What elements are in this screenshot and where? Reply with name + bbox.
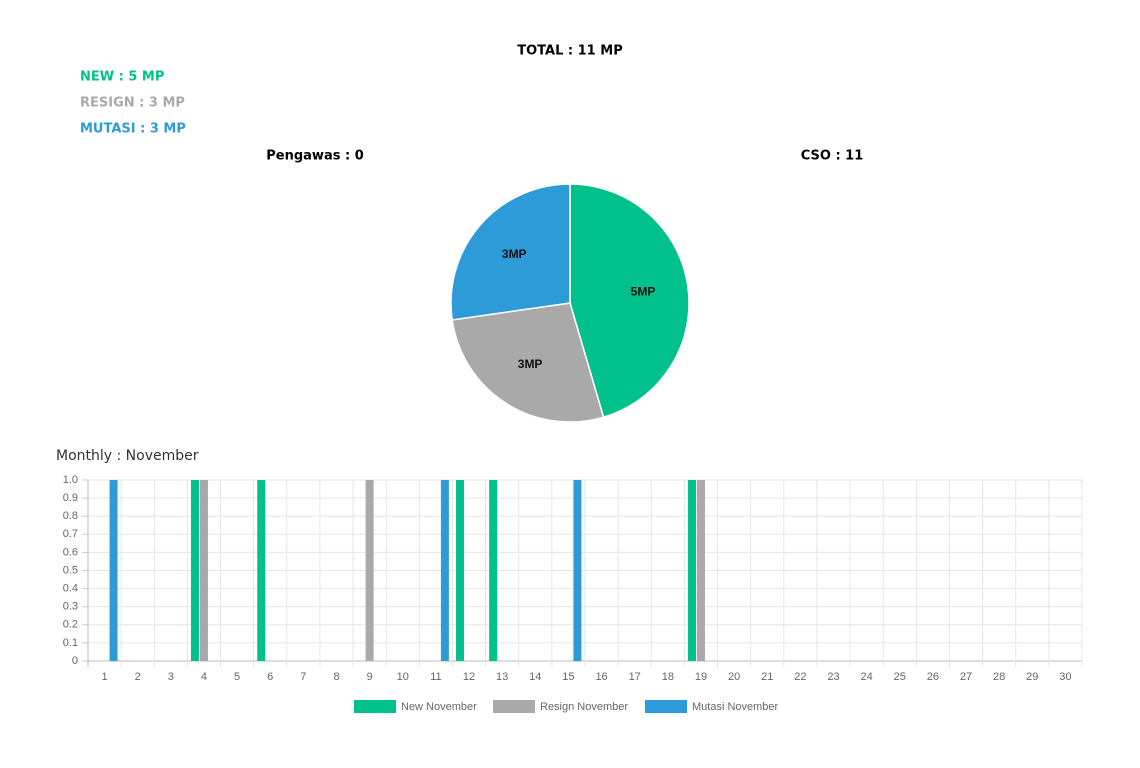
cso: CSO : 11 <box>801 149 864 164</box>
x-tick-label: 24 <box>861 671 873 683</box>
x-tick-label: 25 <box>894 671 906 683</box>
x-tick-label: 15 <box>562 671 574 683</box>
bar <box>440 480 449 661</box>
bar <box>489 480 498 661</box>
x-tick-label: 26 <box>927 671 939 683</box>
x-tick-label: 8 <box>333 671 339 683</box>
y-tick-label: 0.1 <box>63 637 78 649</box>
x-tick-label: 18 <box>662 671 674 683</box>
x-tick-label: 30 <box>1059 671 1071 683</box>
x-tick-label: 1 <box>102 671 108 683</box>
bar <box>257 480 266 661</box>
y-tick-label: 0.5 <box>63 564 78 576</box>
y-tick-label: 1.0 <box>63 474 78 486</box>
y-tick-label: 0.8 <box>63 510 78 522</box>
pie-label: 3MP <box>502 247 527 261</box>
x-tick-label: 23 <box>827 671 839 683</box>
y-tick-label: 0.6 <box>63 546 78 558</box>
pengawas: Pengawas : 0 <box>266 149 364 164</box>
y-tick-label: 0.9 <box>63 492 78 504</box>
resign-count: RESIGN : 3 MP <box>80 96 185 111</box>
x-tick-label: 19 <box>695 671 707 683</box>
x-tick-label: 22 <box>794 671 806 683</box>
legend-label: New November <box>401 701 477 713</box>
bar <box>456 480 465 661</box>
bar-title: Monthly : November <box>56 448 199 464</box>
legend-swatch <box>354 700 396 713</box>
x-tick-label: 4 <box>201 671 207 683</box>
bar <box>190 480 199 661</box>
total: TOTAL : 11 MP <box>517 44 622 59</box>
pie-label: 5MP <box>631 285 656 299</box>
x-tick-label: 29 <box>1026 671 1038 683</box>
new-count: NEW : 5 MP <box>80 70 164 85</box>
x-tick-label: 14 <box>529 671 541 683</box>
x-tick-label: 17 <box>629 671 641 683</box>
x-tick-label: 9 <box>367 671 373 683</box>
x-tick-label: 10 <box>397 671 409 683</box>
x-tick-label: 6 <box>267 671 273 683</box>
x-tick-label: 20 <box>728 671 740 683</box>
y-tick-label: 0.7 <box>63 528 78 540</box>
bar <box>199 480 208 661</box>
x-tick-label: 7 <box>300 671 306 683</box>
x-tick-label: 11 <box>430 671 441 683</box>
x-tick-label: 3 <box>168 671 174 683</box>
bar <box>687 480 696 661</box>
legend-label: Resign November <box>540 701 628 713</box>
y-tick-label: 0.2 <box>63 619 78 631</box>
y-tick-label: 0.3 <box>63 601 78 613</box>
pie-slice <box>451 302 605 423</box>
x-tick-label: 27 <box>960 671 972 683</box>
bar <box>109 480 118 661</box>
x-tick-label: 28 <box>993 671 1005 683</box>
x-tick-label: 13 <box>496 671 508 683</box>
legend-swatch <box>493 700 535 713</box>
x-tick-label: 21 <box>761 671 773 683</box>
pie-label: 3MP <box>518 357 543 371</box>
bar <box>365 480 374 661</box>
bar <box>696 480 705 661</box>
bar <box>573 480 582 661</box>
y-tick-label: 0 <box>72 655 78 667</box>
pie-slice <box>450 183 571 321</box>
x-tick-label: 5 <box>234 671 240 683</box>
x-tick-label: 12 <box>463 671 475 683</box>
x-tick-label: 2 <box>135 671 141 683</box>
pie-slice <box>569 183 690 419</box>
x-tick-label: 16 <box>595 671 607 683</box>
y-tick-label: 0.4 <box>63 583 78 595</box>
legend-label: Mutasi November <box>692 701 779 713</box>
legend-swatch <box>645 700 687 713</box>
mutasi-count: MUTASI : 3 MP <box>80 122 186 137</box>
